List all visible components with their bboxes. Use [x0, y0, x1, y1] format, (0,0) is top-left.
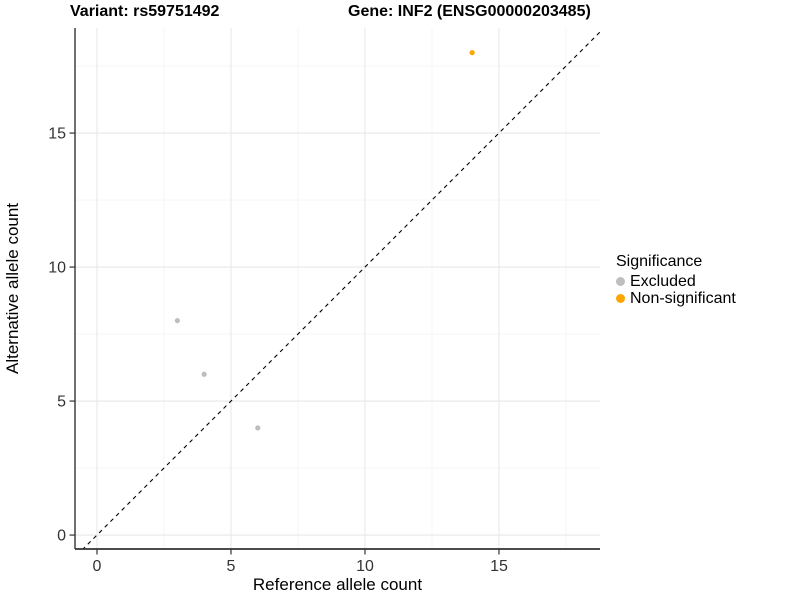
legend-item-excluded: Excluded — [616, 273, 736, 290]
x-tick-label: 10 — [356, 558, 374, 575]
variant-title: Variant: rs59751492 — [70, 3, 220, 20]
x-tick-label: 0 — [93, 558, 102, 575]
excluded-dot-icon — [616, 277, 625, 286]
x-tick-label: 15 — [490, 558, 508, 575]
legend-item-label: Excluded — [630, 273, 696, 290]
identity-line — [82, 31, 600, 549]
data-point-excluded — [201, 371, 207, 377]
data-point-excluded — [174, 318, 180, 324]
legend-item-label: Non-significant — [630, 290, 736, 307]
legend-item-non-significant: Non-significant — [616, 290, 736, 307]
data-point-excluded — [255, 425, 261, 431]
y-tick-label: 15 — [48, 126, 66, 143]
non-significant-dot-icon — [616, 294, 625, 303]
gene-title: Gene: INF2 (ENSG00000203485) — [348, 3, 591, 20]
data-point-non-significant — [469, 50, 475, 56]
x-tick-label: 5 — [227, 558, 236, 575]
x-axis-title: Reference allele count — [253, 575, 422, 594]
y-tick-label: 5 — [57, 394, 66, 411]
y-axis-title: Alternative allele count — [3, 203, 22, 374]
y-tick-label: 0 — [57, 528, 66, 545]
legend-title: Significance — [616, 253, 703, 270]
y-tick-label: 10 — [48, 260, 66, 277]
legend: Significance Excluded Non-significant — [616, 252, 736, 307]
